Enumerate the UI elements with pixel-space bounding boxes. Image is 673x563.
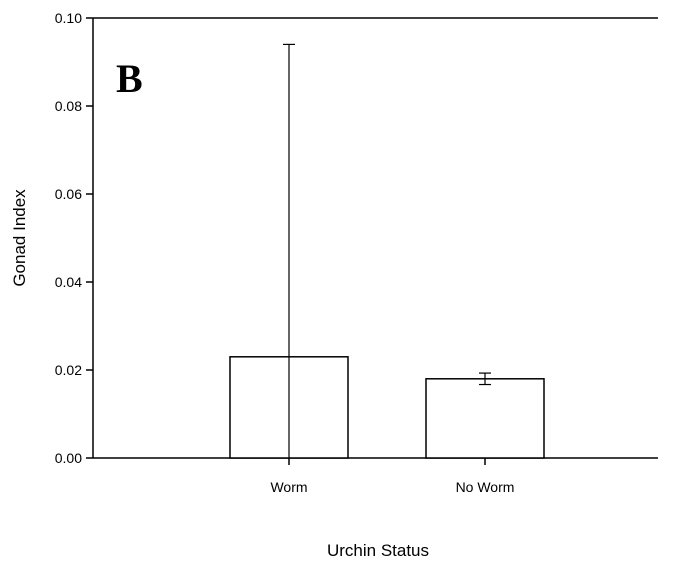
y-tick-label: 0.10 [55,10,82,26]
y-tick-label: 0.06 [55,186,82,202]
y-tick-label: 0.02 [55,362,82,378]
y-tick-label: 0.00 [55,450,82,466]
x-tick-labels: Worm No Worm [270,458,514,495]
y-axis-title: Gonad Index [10,189,29,287]
bars [229,356,545,459]
plot-area: 0.00 0.02 0.04 0.06 0.08 0.10 Worm No Worm [55,10,658,495]
y-ticks: 0.00 0.02 0.04 0.06 0.08 0.10 [55,10,93,466]
y-tick-label: 0.08 [55,98,82,114]
bar-no-worm [425,378,545,459]
x-axis-title: Urchin Status [327,541,429,560]
x-tick-label: Worm [270,479,307,495]
error-bars [283,43,491,458]
y-tick-label: 0.04 [55,274,82,290]
panel-label: B [116,56,143,101]
x-tick-label: No Worm [456,479,515,495]
